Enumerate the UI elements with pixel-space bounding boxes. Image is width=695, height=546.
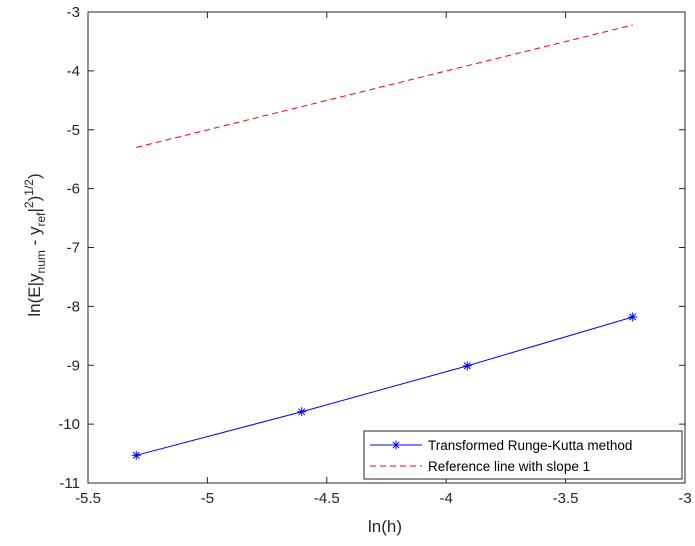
- legend-marker-1: [391, 440, 401, 450]
- series-1-point: [297, 407, 307, 417]
- axes-box: [87, 11, 686, 484]
- y-tick-label: -6: [67, 181, 80, 198]
- y-axis-title: ln(E|ynum - yref|2)1/2): [22, 173, 48, 316]
- y-tick-label: -9: [67, 357, 80, 374]
- y-label-text: ln(E|y: [25, 273, 44, 317]
- x-tick-label: -5.5: [75, 490, 101, 507]
- y-label-superscript: 2: [22, 201, 36, 208]
- x-tick-label: -3: [678, 490, 691, 507]
- series-1-line: [136, 316, 633, 456]
- series-1-point: [628, 312, 638, 322]
- legend-label-2: Reference line with slope 1: [428, 459, 590, 474]
- y-label-text: |: [25, 208, 44, 212]
- series-1-point: [131, 450, 141, 460]
- x-tick-label: -4: [440, 490, 453, 507]
- y-label-superscript: 1/2: [22, 179, 36, 196]
- y-label-text: - y: [25, 226, 44, 250]
- x-axis-title: ln(h): [368, 517, 402, 536]
- y-tick-label: -11: [59, 475, 80, 492]
- y-label-text: ): [25, 173, 44, 179]
- y-tick-label: -4: [67, 63, 80, 80]
- plot-area: -5.5 -5 -4.5 -4 -3.5 -3 -11 -10 -9 -8 -7 -6 -5 -4 -3 Tr…: [58, 4, 691, 507]
- legend: Transformed Runge-Kutta method Reference …: [363, 430, 683, 480]
- y-tick-label: -8: [67, 298, 80, 315]
- y-tick-label: -3: [67, 4, 80, 21]
- y-label-subscript: num: [34, 250, 48, 273]
- x-tick-label: -5: [201, 490, 214, 507]
- series-2-line: [136, 24, 633, 148]
- y-label-text: ): [25, 196, 44, 202]
- y-tick-label: -7: [67, 240, 80, 257]
- series-1-point: [462, 361, 472, 371]
- y-tick-label: -10: [58, 416, 80, 433]
- y-tick-label: -5: [67, 122, 80, 139]
- legend-box: [363, 430, 683, 480]
- legend-label-1: Transformed Runge-Kutta method: [428, 438, 632, 453]
- x-tick-label: -3.5: [553, 490, 579, 507]
- y-label-subscript: ref: [34, 212, 48, 227]
- x-tick-label: -4.5: [314, 490, 340, 507]
